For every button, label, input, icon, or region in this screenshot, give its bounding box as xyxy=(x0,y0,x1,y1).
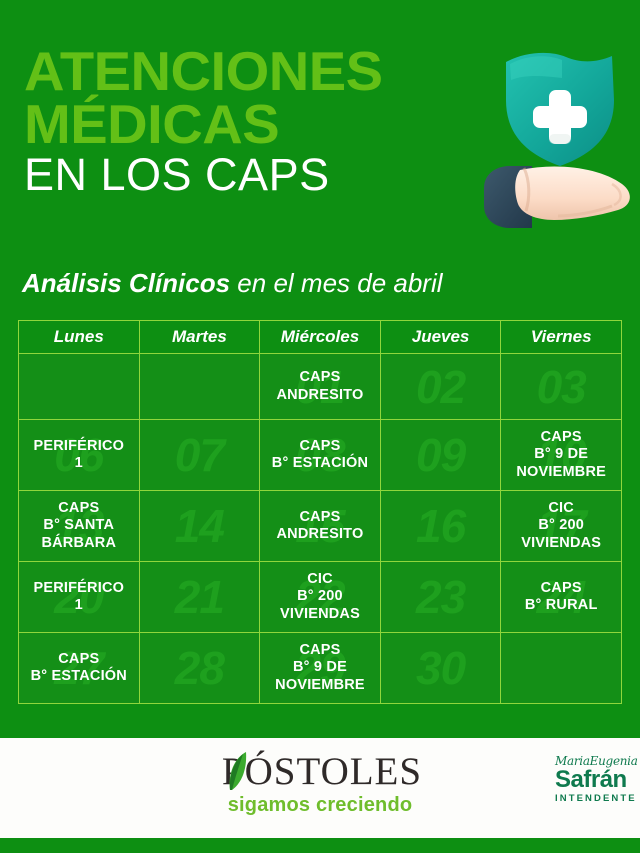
calendar-cell-lunes-20[interactable]: 20 PERIFÉRICO 1 xyxy=(18,561,140,633)
table-body: 01 CAPS ANDRESITO 02 03 06 PERIFÉRICO 1 07 08 CA… xyxy=(18,353,622,704)
day-number: 23 xyxy=(415,571,466,623)
location-label: CAPS ANDRESITO xyxy=(276,508,364,542)
location-label: CAPS B° SANTA BÁRBARA xyxy=(41,500,117,551)
location-label: CAPS ANDRESITO xyxy=(276,369,364,403)
shield-hand-icon xyxy=(484,52,630,228)
column-header-viernes: Viernes xyxy=(500,320,622,354)
day-number: 07 xyxy=(174,429,225,481)
footer-divider-top xyxy=(0,723,640,738)
calendar-cell-lunes-empty[interactable] xyxy=(18,353,140,420)
calendar-cell-viernes-empty[interactable] xyxy=(500,632,622,704)
table-row: 27 CAPS B° ESTACIÓN 28 29 CAPS B° 9 DE NOVIE… xyxy=(18,632,622,704)
calendar-cell-jueves-30[interactable]: 30 xyxy=(379,632,502,704)
subtitle-light: en el mes de abril xyxy=(230,268,443,298)
leaf-icon xyxy=(229,752,247,790)
calendar-cell-miercoles-29[interactable]: 29 CAPS B° 9 DE NOVIEMBRE xyxy=(259,632,381,704)
calendar-cell-lunes-13[interactable]: 13 CAPS B° SANTA BÁRBARA xyxy=(18,490,140,562)
shield-with-cross-on-hand-illustration xyxy=(462,38,640,238)
calendar-cell-viernes-24[interactable]: 24 CAPS B° RURAL xyxy=(500,561,622,633)
schedule-table: Lunes Martes Miércoles Jueves Viernes 01… xyxy=(18,320,622,704)
column-header-miercoles: Miércoles xyxy=(259,320,381,354)
day-number: 14 xyxy=(174,500,225,552)
calendar-cell-miercoles-08[interactable]: 08 CAPS B° ESTACIÓN xyxy=(259,419,381,491)
official-surname: Safrán xyxy=(555,766,627,793)
calendar-cell-jueves-02[interactable]: 02 xyxy=(379,353,502,420)
calendar-cell-martes-28[interactable]: 28 xyxy=(138,632,261,704)
calendar-cell-miercoles-01[interactable]: 01 CAPS ANDRESITO xyxy=(259,353,381,420)
official-badge: MariaEugenia Safrán INTENDENTE xyxy=(555,754,638,804)
day-number: 02 xyxy=(415,360,466,413)
location-label: CAPS B° RURAL xyxy=(524,579,598,613)
calendar-cell-jueves-23[interactable]: 23 xyxy=(379,561,502,633)
location-label: CIC B° 200 VIVIENDAS xyxy=(521,500,602,551)
calendar-cell-miercoles-22[interactable]: 22 CIC B° 200 VIVIENDAS xyxy=(259,561,381,633)
calendar-cell-miercoles-15[interactable]: 15 CAPS ANDRESITO xyxy=(259,490,381,562)
calendar-cell-jueves-09[interactable]: 09 xyxy=(379,419,502,491)
apostoles-tagline: sigamos creciendo xyxy=(227,794,413,816)
headline-line-3: EN LOS CAPS xyxy=(24,149,330,201)
calendar-cell-martes-07[interactable]: 07 xyxy=(138,419,261,491)
headline-line-1: ATENCIONES xyxy=(24,40,383,102)
table-row: 01 CAPS ANDRESITO 02 03 xyxy=(18,353,622,420)
day-number: 09 xyxy=(415,429,466,481)
calendar-cell-martes-14[interactable]: 14 xyxy=(138,490,261,562)
calendar-cell-martes-21[interactable]: 21 xyxy=(138,561,261,633)
apostoles-logo: PÓSTOLES sigamos creciendo xyxy=(0,752,640,817)
calendar-cell-lunes-27[interactable]: 27 CAPS B° ESTACIÓN xyxy=(18,632,140,704)
column-header-lunes: Lunes xyxy=(18,320,140,354)
apostoles-wordmark: PÓSTOLES xyxy=(218,752,422,791)
page-title: ATENCIONES MÉDICAS EN LOS CAPS xyxy=(24,44,494,201)
day-number: 28 xyxy=(174,642,225,694)
location-label: CIC B° 200 VIVIENDAS xyxy=(280,571,360,622)
calendar-cell-jueves-16[interactable]: 16 xyxy=(379,490,502,562)
table-header-row: Lunes Martes Miércoles Jueves Viernes xyxy=(18,320,622,354)
location-label: CAPS B° ESTACIÓN xyxy=(30,650,127,684)
column-header-jueves: Jueves xyxy=(379,320,502,354)
day-number: 16 xyxy=(415,500,466,552)
calendar-cell-viernes-17[interactable]: 17 CIC B° 200 VIVIENDAS xyxy=(500,490,622,562)
calendar-cell-martes-empty[interactable] xyxy=(138,353,261,420)
location-label: PERIFÉRICO 1 xyxy=(33,579,125,613)
official-first-name: MariaEugenia xyxy=(555,754,638,768)
table-row: 13 CAPS B° SANTA BÁRBARA 14 15 CAPS ANDRESIT… xyxy=(18,490,622,562)
official-role: INTENDENTE xyxy=(555,793,637,804)
calendar-cell-lunes-06[interactable]: 06 PERIFÉRICO 1 xyxy=(18,419,140,491)
day-number: 21 xyxy=(174,571,225,623)
subtitle: Análisis Clínicos en el mes de abril xyxy=(22,268,443,299)
calendar-cell-viernes-10[interactable]: 10 CAPS B° 9 DE NOVIEMBRE xyxy=(500,419,622,491)
location-label: PERIFÉRICO 1 xyxy=(33,437,125,471)
location-label: CAPS B° ESTACIÓN xyxy=(271,437,369,471)
footer-band xyxy=(0,738,640,838)
location-label: CAPS B° 9 DE NOVIEMBRE xyxy=(275,642,365,693)
table-row: 20 PERIFÉRICO 1 21 22 CIC B° 200 VIVIENDAS 23… xyxy=(18,561,622,633)
day-number: 30 xyxy=(415,642,466,694)
calendar-cell-viernes-03[interactable]: 03 xyxy=(500,353,622,420)
subtitle-strong: Análisis Clínicos xyxy=(22,268,231,298)
location-label: CAPS B° 9 DE NOVIEMBRE xyxy=(516,429,606,480)
apostoles-name-text: PÓSTOLES xyxy=(221,750,423,793)
day-number: 03 xyxy=(536,360,587,413)
headline-line-2: MÉDICAS xyxy=(24,92,280,155)
column-header-martes: Martes xyxy=(138,320,261,354)
table-row: 06 PERIFÉRICO 1 07 08 CAPS B° ESTACIÓN 09 10 CA… xyxy=(18,419,622,491)
